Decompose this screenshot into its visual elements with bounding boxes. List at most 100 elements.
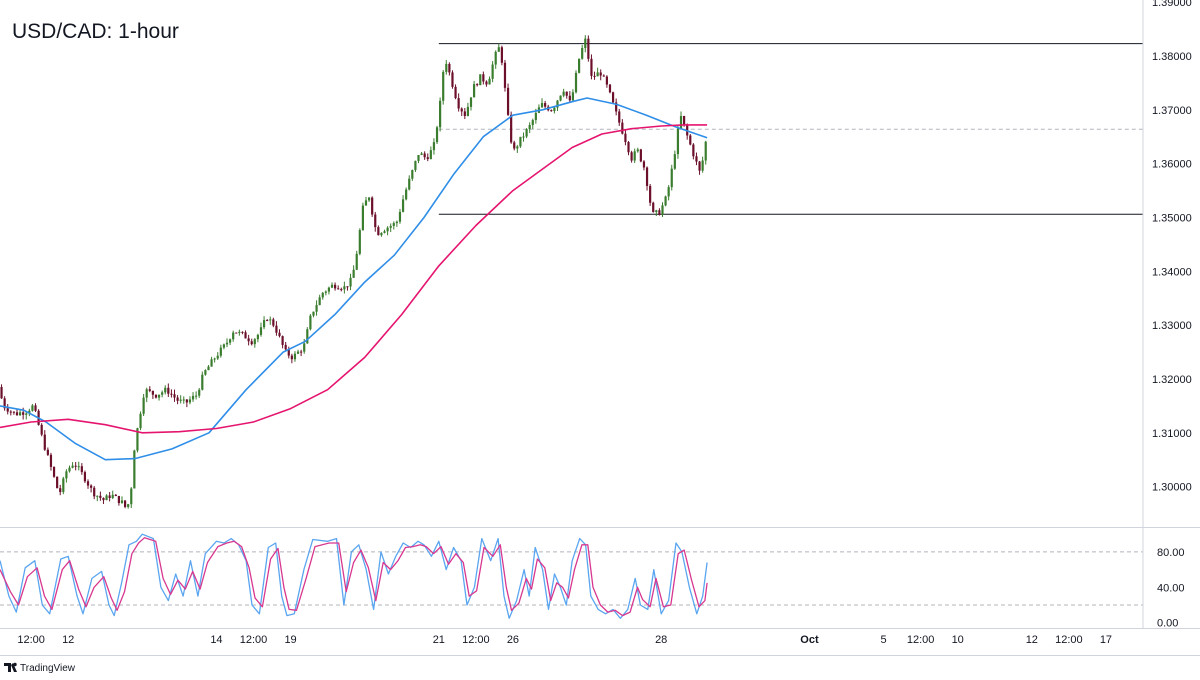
candle-body <box>380 232 383 236</box>
candle-body <box>188 399 192 403</box>
candle-body <box>448 63 451 73</box>
candle <box>86 479 90 489</box>
candle-body <box>420 153 423 155</box>
candle-body <box>31 405 34 411</box>
candle <box>383 229 386 234</box>
candle-body <box>423 153 426 158</box>
candle-body <box>343 286 346 290</box>
candle-body <box>633 151 636 161</box>
time-tick-label: 12:00 <box>462 634 490 646</box>
candle <box>40 423 43 437</box>
candle <box>309 313 312 331</box>
candle-body <box>454 86 457 99</box>
candle <box>59 484 62 496</box>
candle <box>457 93 460 112</box>
moving-averages <box>0 97 708 461</box>
candle-body <box>315 305 318 312</box>
price-tick-label: 1.31000 <box>1152 428 1192 440</box>
candle <box>334 282 337 291</box>
axes: 1.39000 1.38000 1.37000 1.36000 1.35000 1.340… <box>0 0 1200 656</box>
candle-body <box>374 214 377 228</box>
candle <box>77 461 80 471</box>
candle-body <box>411 170 414 179</box>
candle-body <box>544 103 547 107</box>
candle <box>157 394 161 401</box>
candle <box>559 95 562 102</box>
candle-body <box>324 291 327 293</box>
candle <box>247 334 250 346</box>
candle <box>269 316 272 325</box>
candle <box>102 497 105 504</box>
candle <box>358 228 361 256</box>
candle <box>593 71 596 80</box>
candle-body <box>565 91 568 96</box>
candle-body <box>429 150 432 160</box>
candle <box>52 466 56 478</box>
candle-body <box>207 366 210 371</box>
stoch-k-line <box>0 533 708 619</box>
ema-slow-line <box>0 124 708 434</box>
candle-body <box>615 102 618 112</box>
candle-body <box>34 405 37 411</box>
candle <box>195 391 198 400</box>
candle-body <box>701 160 704 171</box>
candle <box>272 317 275 328</box>
candle-body <box>426 157 429 160</box>
candle <box>584 35 587 53</box>
candle-body <box>306 329 309 344</box>
candle <box>618 108 621 126</box>
candle-body <box>22 412 25 415</box>
candle-body <box>608 84 612 93</box>
candle-body <box>392 223 395 226</box>
candle <box>232 330 235 342</box>
candle <box>210 356 213 367</box>
candle-body <box>664 196 667 206</box>
candle-body <box>460 108 463 112</box>
candle-body <box>466 106 470 116</box>
candle-body <box>114 494 117 496</box>
candle <box>479 74 482 86</box>
candle-body <box>0 387 3 399</box>
candle <box>544 100 547 109</box>
candle-body <box>74 465 77 467</box>
candle-body <box>145 389 148 398</box>
candle <box>34 403 37 412</box>
time-tick-label: 5 <box>881 634 887 646</box>
candle <box>170 389 173 398</box>
candle <box>451 70 454 89</box>
candle-body <box>90 485 93 488</box>
candle-body <box>130 488 133 505</box>
candle <box>673 150 676 171</box>
candle-body <box>40 424 43 435</box>
candle-body <box>43 434 46 450</box>
candle <box>371 196 374 217</box>
candle-body <box>596 72 599 77</box>
candle <box>161 390 164 398</box>
candle <box>154 394 158 399</box>
candle-body <box>488 78 491 85</box>
candle <box>321 292 324 300</box>
candle <box>463 107 466 120</box>
candle <box>692 143 695 160</box>
candle-body <box>534 112 537 121</box>
candle-body <box>655 210 658 213</box>
candle-body <box>148 389 151 391</box>
candle <box>599 69 602 81</box>
candle-body <box>225 342 229 345</box>
candle <box>12 411 15 415</box>
candle <box>18 409 22 416</box>
candle-body <box>355 253 358 270</box>
candle <box>241 331 244 335</box>
candle-body <box>476 84 479 86</box>
time-tick-label: 21 <box>433 634 445 646</box>
candle-body <box>364 200 368 206</box>
candle <box>602 74 605 77</box>
candle-body <box>519 136 522 147</box>
candle <box>235 332 238 334</box>
candle-body <box>266 320 269 322</box>
candle-body <box>99 495 102 498</box>
candle-body <box>405 189 408 200</box>
candle-body <box>259 327 263 335</box>
candle <box>148 386 151 393</box>
